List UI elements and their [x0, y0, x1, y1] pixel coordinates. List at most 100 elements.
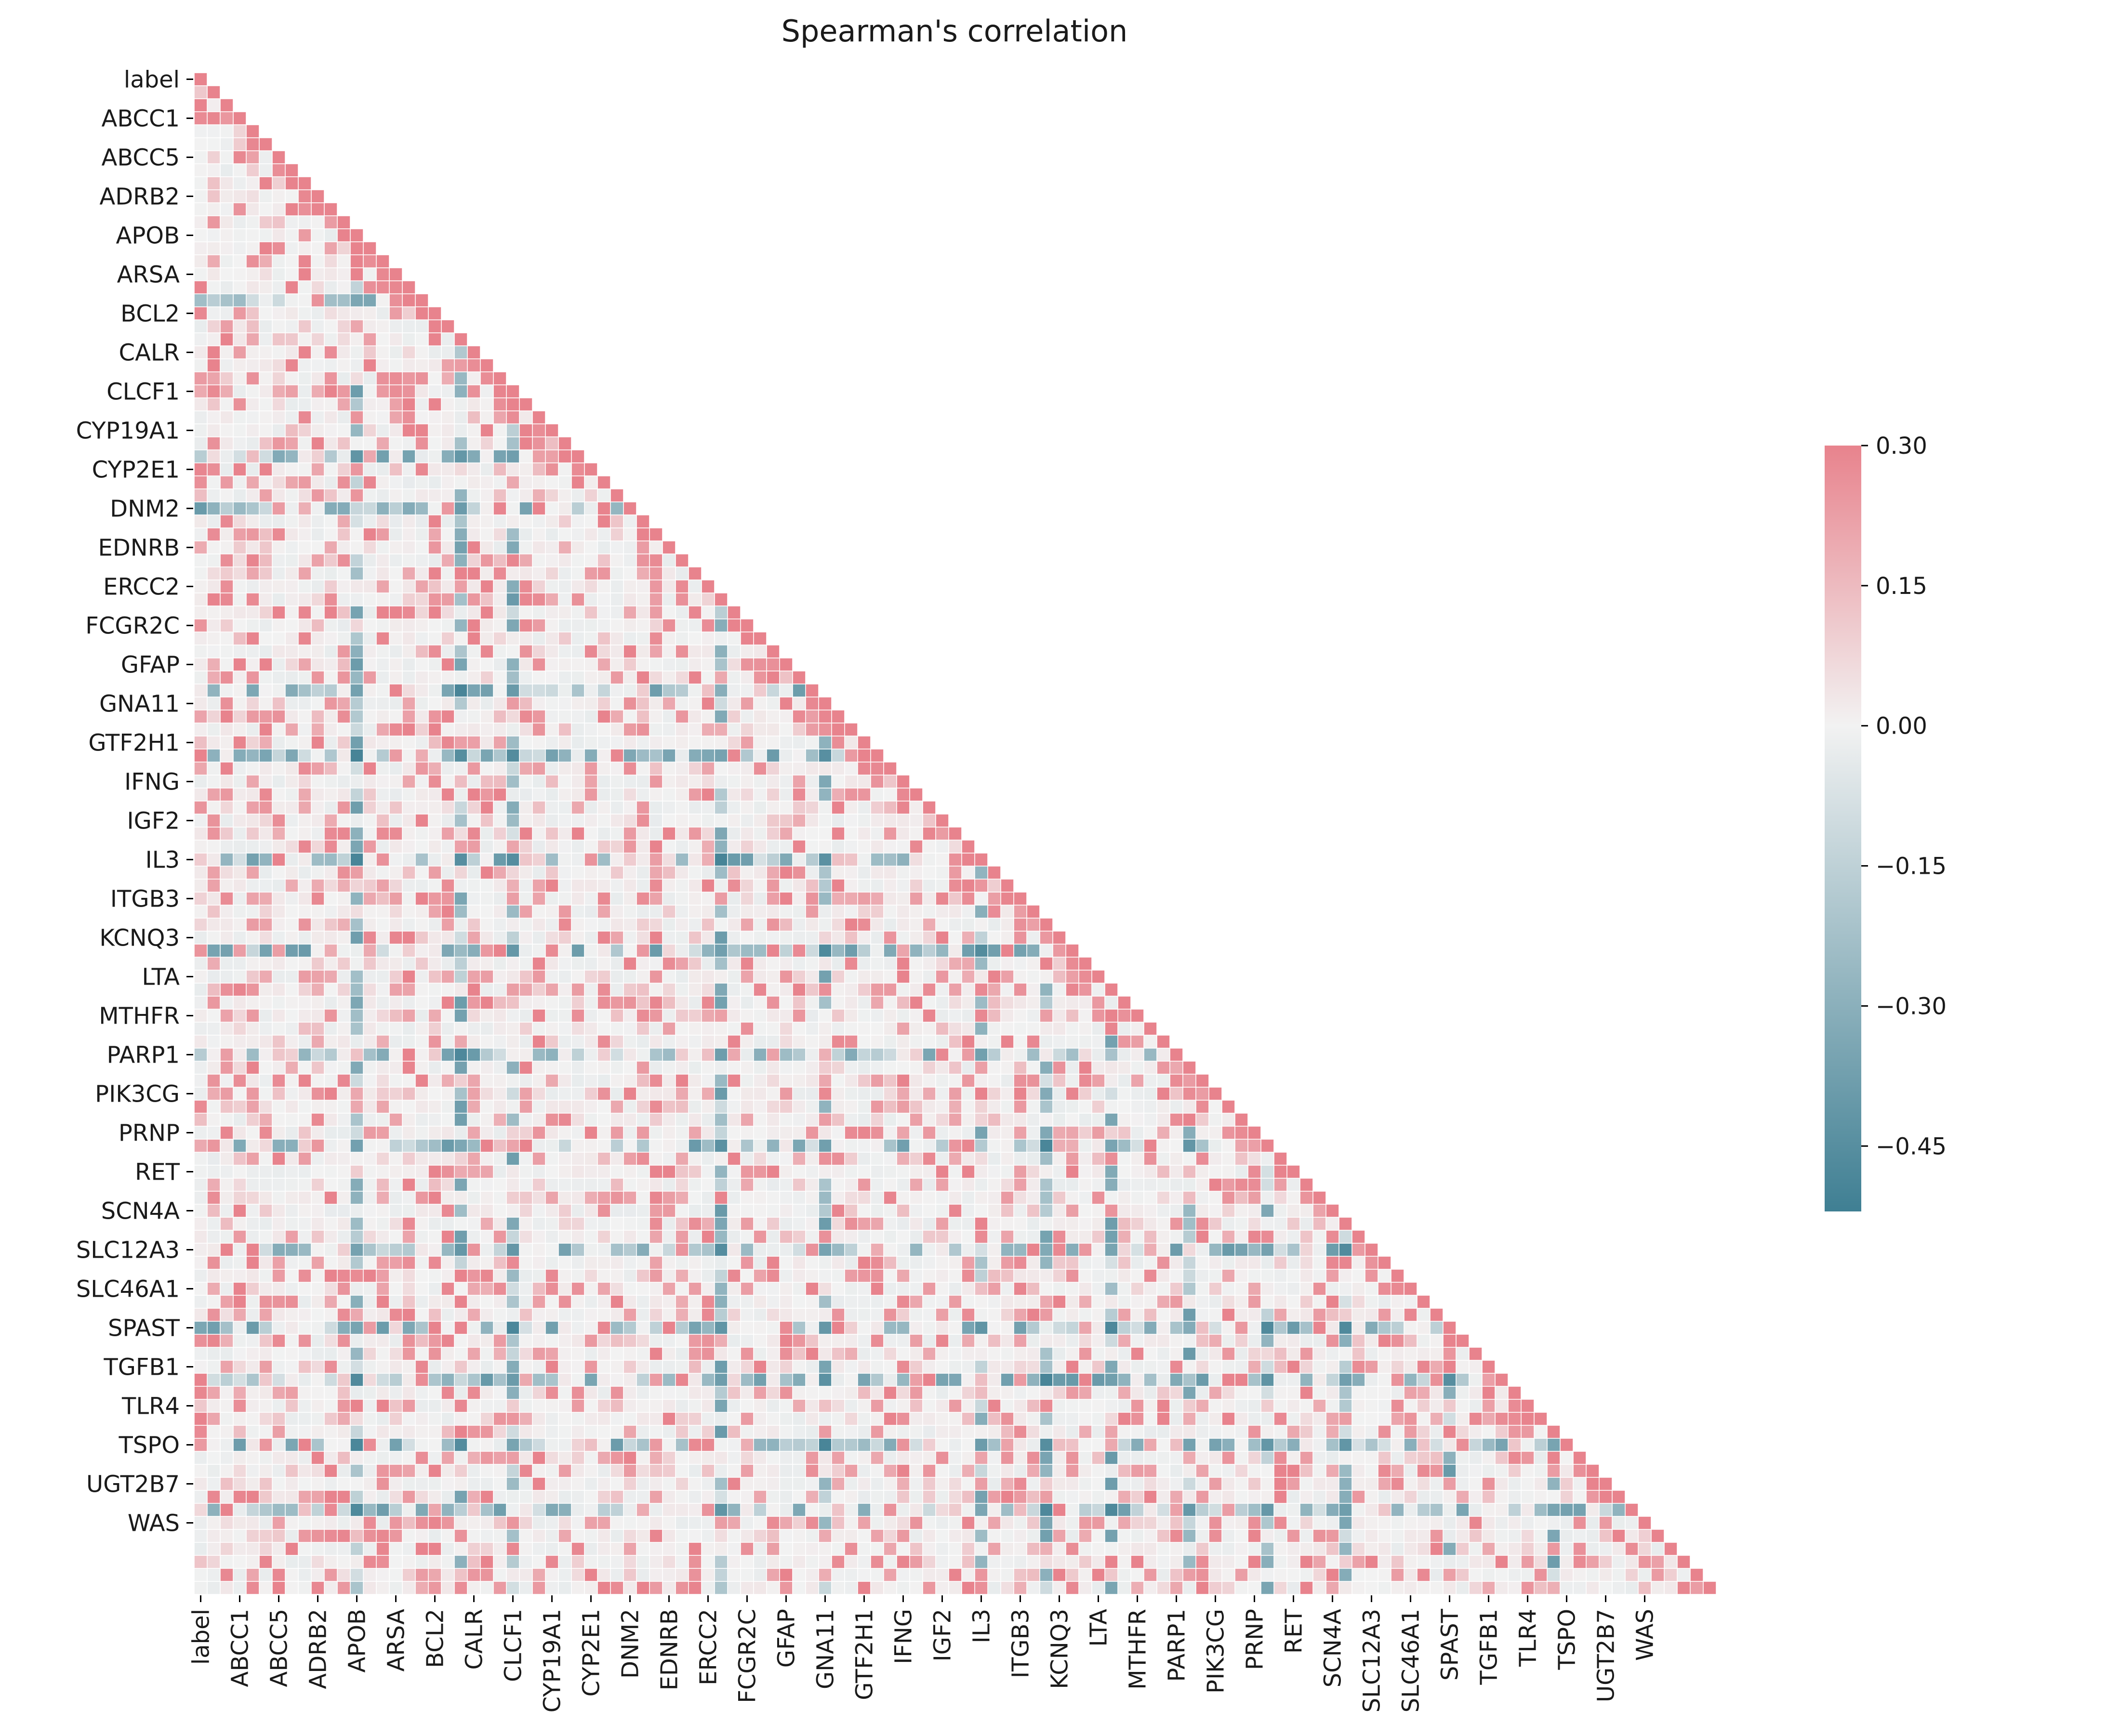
heatmap-cell [845, 1243, 858, 1256]
heatmap-cell [610, 879, 623, 892]
heatmap-cell [428, 1204, 441, 1217]
heatmap-cell [936, 866, 949, 879]
heatmap-cell [415, 944, 428, 957]
heatmap-cell [389, 1269, 402, 1282]
heatmap-cell [519, 1113, 532, 1126]
heatmap-cell [519, 424, 532, 437]
heatmap-cell [324, 203, 337, 216]
heatmap-cell [233, 1087, 246, 1100]
heatmap-cell [754, 658, 767, 671]
heatmap-cell [233, 1035, 246, 1048]
heatmap-cell [1014, 1035, 1027, 1048]
heatmap-cell [871, 957, 884, 970]
heatmap-cell [337, 567, 350, 580]
heatmap-cell [649, 632, 662, 645]
heatmap-cell [806, 1243, 819, 1256]
heatmap-cell [1222, 1256, 1235, 1269]
heatmap-cell [389, 944, 402, 957]
heatmap-cell [571, 567, 584, 580]
heatmap-cell [298, 892, 311, 905]
heatmap-cell [1404, 1347, 1417, 1360]
heatmap-cell [532, 1009, 545, 1022]
heatmap-cell [207, 398, 220, 411]
heatmap-cell [988, 931, 1001, 944]
heatmap-cell [623, 1282, 636, 1295]
heatmap-cell [428, 814, 441, 827]
heatmap-cell [194, 1191, 207, 1204]
heatmap-cell [793, 1165, 806, 1178]
heatmap-cell [1209, 1347, 1222, 1360]
heatmap-cell [311, 1139, 324, 1152]
heatmap-cell [610, 710, 623, 723]
heatmap-cell [780, 1334, 793, 1347]
heatmap-cell [1469, 1347, 1482, 1360]
heatmap-cell [506, 1217, 519, 1230]
heatmap-cell [871, 1074, 884, 1087]
heatmap-cell [532, 853, 545, 866]
heatmap-cell [845, 983, 858, 996]
heatmap-cell [610, 1139, 623, 1152]
heatmap-cell [741, 632, 754, 645]
heatmap-cell [298, 463, 311, 476]
heatmap-cell [689, 723, 702, 736]
heatmap-cell [259, 1191, 272, 1204]
heatmap-cell [389, 1035, 402, 1048]
heatmap-cell [207, 1282, 220, 1295]
heatmap-cell [298, 333, 311, 346]
heatmap-cell [923, 1347, 936, 1360]
heatmap-cell [649, 775, 662, 788]
heatmap-cell [1040, 983, 1053, 996]
heatmap-cell [662, 1113, 676, 1126]
heatmap-cell [923, 1100, 936, 1113]
heatmap-cell [923, 1295, 936, 1308]
heatmap-cell [1404, 1308, 1417, 1321]
heatmap-cell [754, 1126, 767, 1139]
heatmap-cell [493, 489, 506, 502]
heatmap-cell [884, 1243, 897, 1256]
heatmap-cell [415, 437, 428, 450]
heatmap-cell [220, 1217, 233, 1230]
heatmap-cell [441, 359, 454, 372]
heatmap-cell [845, 1178, 858, 1191]
heatmap-cell [519, 645, 532, 658]
heatmap-cell [741, 1165, 754, 1178]
heatmap-cell [519, 1048, 532, 1061]
heatmap-cell [454, 346, 467, 359]
heatmap-cell [246, 1139, 259, 1152]
heatmap-cell [558, 697, 571, 710]
heatmap-cell [194, 359, 207, 372]
heatmap-cell [1274, 1282, 1287, 1295]
heatmap-cell [1157, 1035, 1170, 1048]
heatmap-cell [871, 1035, 884, 1048]
heatmap-cell [610, 1165, 623, 1178]
heatmap-cell [806, 905, 819, 918]
heatmap-cell [493, 1139, 506, 1152]
heatmap-cell [832, 775, 845, 788]
heatmap-cell [728, 762, 741, 775]
heatmap-cell [1157, 1347, 1170, 1360]
heatmap-cell [207, 177, 220, 190]
heatmap-cell [1053, 1165, 1066, 1178]
heatmap-cell [207, 554, 220, 567]
heatmap-cell [506, 905, 519, 918]
heatmap-cell [233, 476, 246, 489]
heatmap-cell [389, 294, 402, 307]
heatmap-cell [1079, 1282, 1092, 1295]
heatmap-cell [220, 385, 233, 398]
heatmap-cell [1131, 1230, 1144, 1243]
heatmap-cell [233, 801, 246, 814]
heatmap-cell [936, 983, 949, 996]
heatmap-cell [363, 1204, 376, 1217]
heatmap-cell [1365, 1347, 1378, 1360]
heatmap-cell [649, 1113, 662, 1126]
heatmap-cell [832, 1347, 845, 1360]
heatmap-cell [272, 528, 285, 541]
heatmap-cell [1248, 1230, 1261, 1243]
heatmap-cell [506, 996, 519, 1009]
heatmap-cell [1274, 1204, 1287, 1217]
heatmap-cell [806, 775, 819, 788]
heatmap-cell [428, 1269, 441, 1282]
heatmap-cell [571, 1022, 584, 1035]
heatmap-cell [754, 697, 767, 710]
heatmap-cell [1300, 1308, 1313, 1321]
